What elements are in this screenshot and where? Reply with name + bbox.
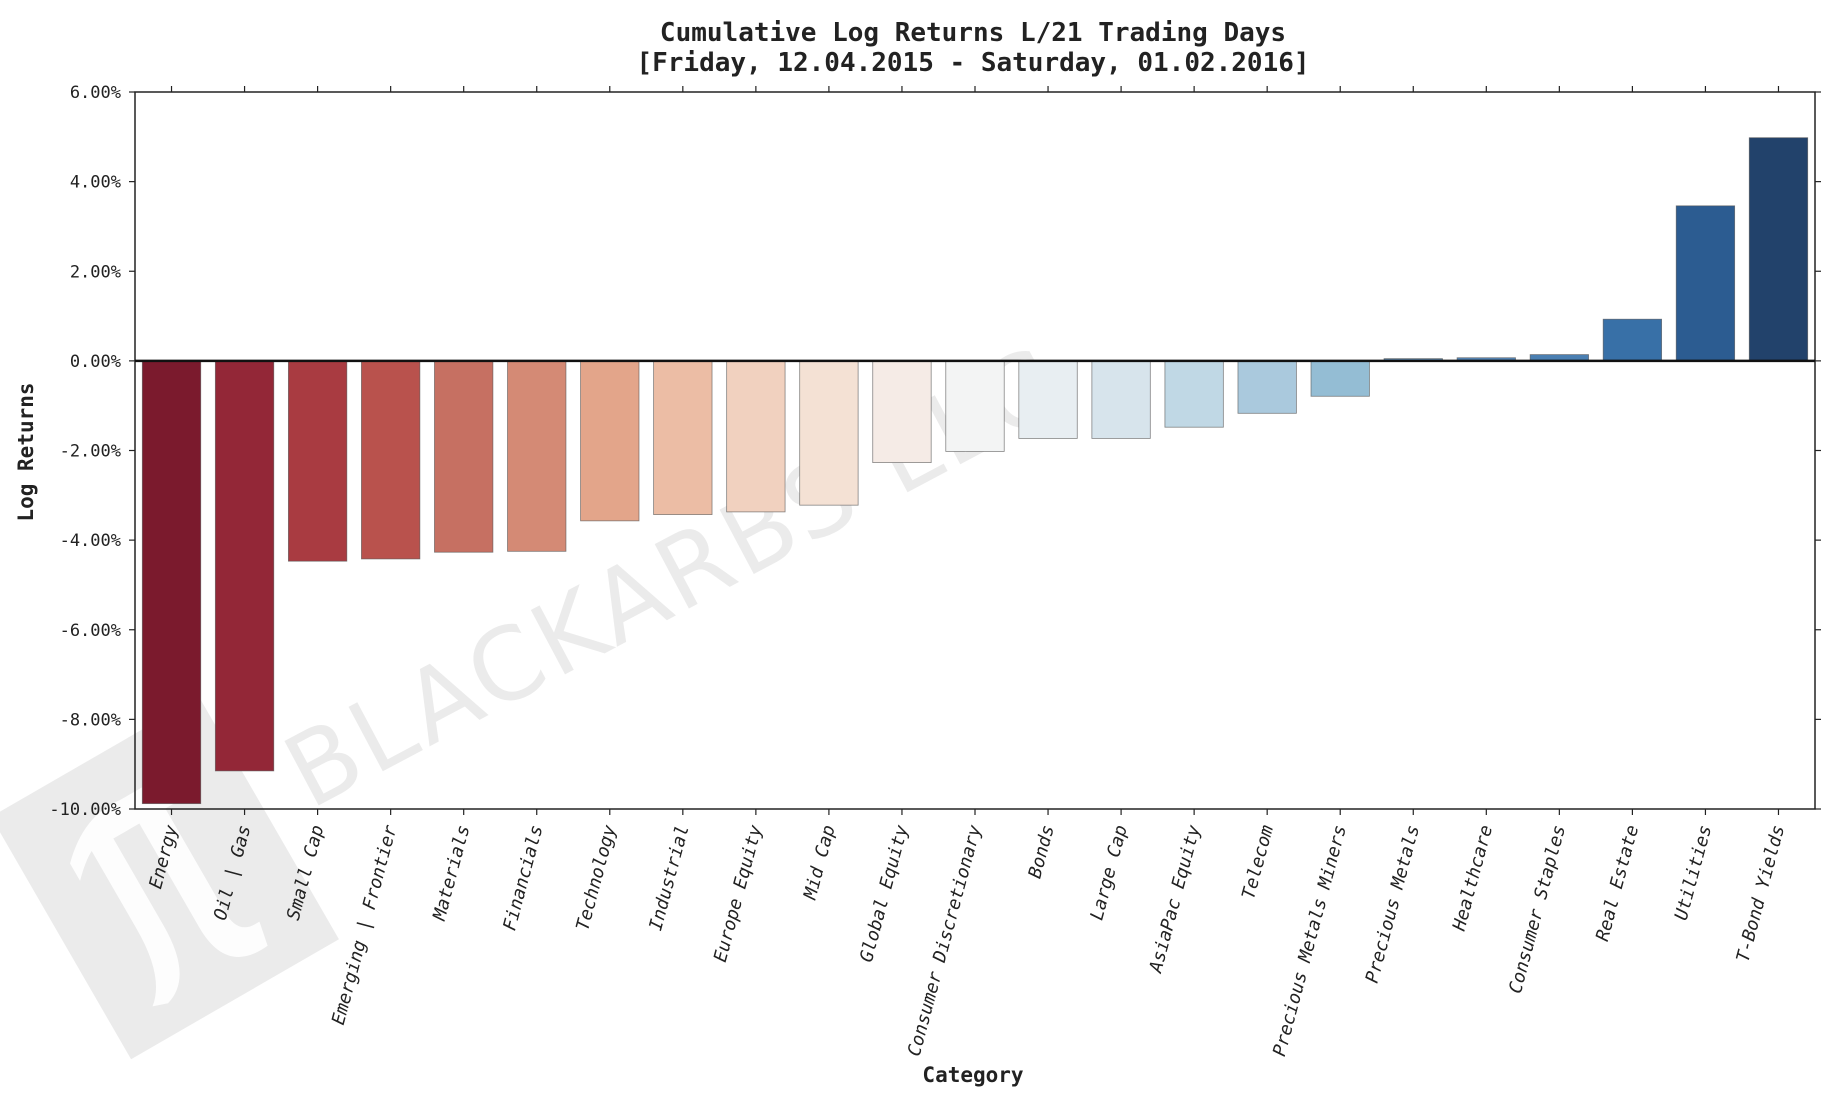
bar <box>1237 360 1297 414</box>
bar <box>1748 137 1809 362</box>
watermark-logo-box <box>0 696 339 1060</box>
x-axis-label: Category <box>922 1063 1024 1087</box>
x-tick-label: Materials <box>429 823 475 924</box>
bar <box>653 360 713 515</box>
x-tick-label: Emerging | Frontier <box>328 823 402 1027</box>
x-tick-label: Europe Equity <box>710 823 767 965</box>
bar <box>1091 360 1151 439</box>
bar <box>726 360 786 513</box>
x-tick-label: Bonds <box>1025 823 1059 881</box>
y-tick-label: -10.00% <box>49 800 121 820</box>
bar <box>434 360 494 553</box>
x-tick-label: Industrial <box>645 823 693 933</box>
bar <box>799 360 859 506</box>
bar <box>141 360 202 805</box>
x-tick-label: Large Cap <box>1086 823 1132 923</box>
x-tick-label: Consumer Staples <box>1505 823 1570 996</box>
y-axis: 6.00% 4.00% 2.00% 0.00% -2.00% -4.00% -6.00% -8… <box>49 83 1821 820</box>
y-tick-label: -6.00% <box>60 621 121 641</box>
y-tick-label: 4.00% <box>70 173 121 193</box>
bar <box>1018 360 1078 439</box>
bar <box>1602 318 1663 362</box>
bar <box>507 360 567 552</box>
y-tick-label: 2.00% <box>70 262 121 282</box>
watermark-pi-symbol <box>70 762 268 1007</box>
x-tick-label: Global Equity <box>856 823 913 965</box>
bar <box>945 360 1005 452</box>
x-tick-label: Healthcare <box>1449 823 1498 934</box>
y-tick-label: -4.00% <box>60 531 121 551</box>
y-tick-label: -8.00% <box>60 710 121 730</box>
y-tick-label: 0.00% <box>70 352 121 372</box>
bar <box>1164 360 1224 428</box>
x-tick-label: Telecom <box>1238 823 1278 902</box>
x-tick-label: Financials <box>499 823 547 933</box>
x-tick-label: AsiaPac Equity <box>1145 823 1205 976</box>
x-tick-label: Mid Cap <box>800 823 840 903</box>
bar <box>214 360 275 772</box>
bar <box>1675 205 1736 362</box>
bar <box>287 360 348 562</box>
bar <box>361 360 421 560</box>
x-tick-label: Precious Metals <box>1362 823 1424 985</box>
y-tick-label: 6.00% <box>70 83 121 103</box>
x-tick-label: Utilities <box>1671 823 1717 923</box>
chart-title: Cumulative Log Returns L/21 Trading Days <box>660 18 1286 48</box>
bar <box>872 360 932 463</box>
bar <box>1310 360 1370 397</box>
x-tick-label: Technology <box>572 823 620 933</box>
y-axis-label: Log Returns <box>14 382 38 521</box>
x-tick-label: T-Bond Yields <box>1733 823 1790 965</box>
plot-frame <box>134 91 1816 810</box>
bars <box>141 137 1809 805</box>
x-tick-label: Consumer Discretionary <box>904 823 986 1059</box>
x-axis: Energy Oil | Gas Small Cap Emerging | Front… <box>145 86 1789 1059</box>
y-tick-label: -2.00% <box>60 442 121 462</box>
x-tick-label: Real Estate <box>1592 823 1643 944</box>
x-tick-label: Precious Metals Miners <box>1269 823 1351 1059</box>
chart-subtitle: [Friday, 12.04.2015 - Saturday, 01.02.20… <box>636 48 1309 78</box>
bar <box>580 360 640 522</box>
